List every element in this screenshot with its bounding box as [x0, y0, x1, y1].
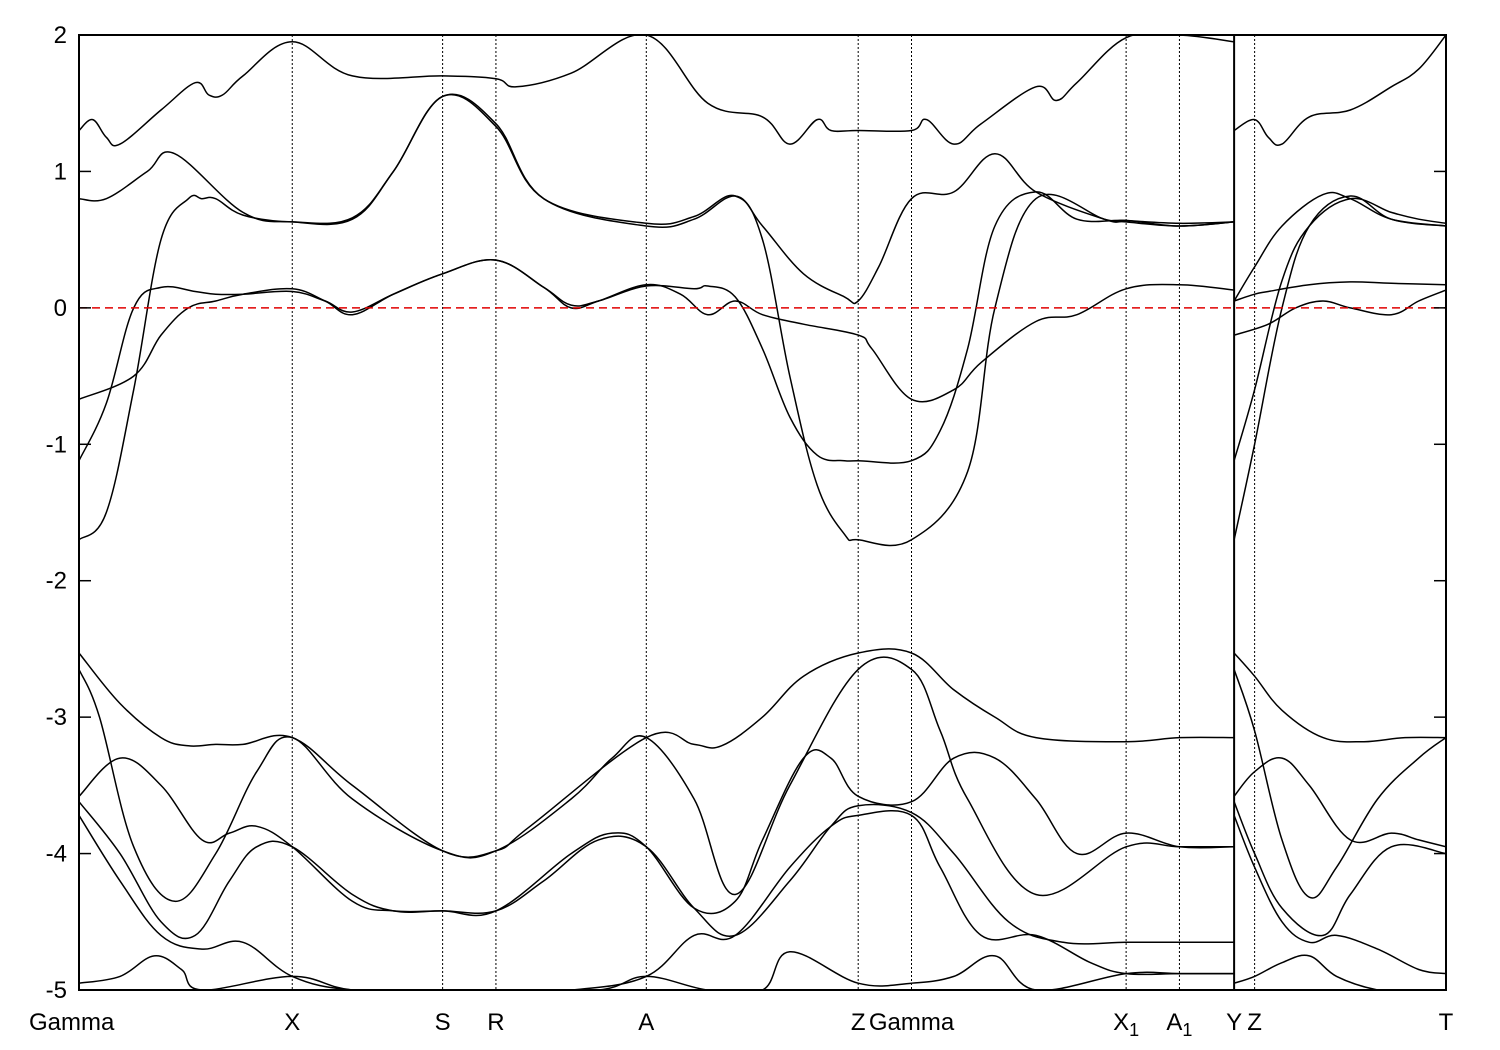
band-2 — [79, 93, 1235, 305]
k-point-label: A — [638, 1009, 654, 1036]
band-7 — [79, 656, 1235, 903]
k-point-label: X1 — [1113, 1009, 1139, 1040]
band-4 — [79, 191, 1235, 464]
y-tick-label: -2 — [46, 568, 67, 595]
k-point-lines — [291, 35, 1256, 990]
band-20 — [1233, 756, 1446, 848]
band-8 — [79, 749, 1235, 917]
y-tick-label: -5 — [46, 977, 67, 1004]
band-11 — [79, 951, 1235, 990]
k-point-label: R — [487, 1009, 504, 1036]
k-point-label: Z — [851, 1009, 866, 1036]
plot-frame — [78, 34, 1447, 991]
band-18 — [1233, 652, 1446, 743]
y-tick-label: 2 — [54, 22, 67, 49]
y-axis-ticks: 2 1 0 -1 -2 -3 -4 -5 — [46, 22, 1446, 1004]
band-21 — [1233, 801, 1446, 937]
band-5 — [79, 258, 1235, 403]
band-3 — [79, 93, 1235, 547]
y-tick-label: 0 — [54, 295, 67, 322]
band-13 — [1233, 191, 1446, 302]
k-point-label: Y — [1226, 1009, 1242, 1036]
y-tick-label: -3 — [46, 704, 67, 731]
y-tick-label: -1 — [46, 431, 67, 458]
band-1 — [79, 35, 1235, 147]
band-16 — [1233, 289, 1446, 336]
band-10 — [79, 809, 1235, 990]
y-tick-label: 1 — [54, 158, 67, 185]
band-15 — [1233, 197, 1446, 461]
x-axis-labels: Gamma X S R A Z Gamma X1 A1 Y Z T — [29, 1009, 1454, 1040]
band-12 — [1233, 35, 1446, 146]
y-tick-label: -4 — [46, 841, 67, 868]
band-23 — [1233, 954, 1446, 990]
k-point-label: S — [435, 1009, 451, 1036]
k-point-label: Gamma — [869, 1009, 955, 1036]
bands-layer — [79, 35, 1446, 990]
k-point-label: T — [1439, 1009, 1454, 1036]
k-point-label: A1 — [1166, 1009, 1192, 1040]
k-point-label: Z — [1247, 1009, 1262, 1036]
k-point-label: X — [284, 1009, 300, 1036]
band-6 — [79, 648, 1235, 858]
plot-border — [78, 34, 1447, 991]
band-9 — [79, 801, 1235, 945]
band-17 — [1233, 281, 1446, 302]
band-22 — [1233, 815, 1446, 975]
k-point-label: Gamma — [29, 1009, 115, 1036]
band-19 — [1233, 669, 1446, 899]
